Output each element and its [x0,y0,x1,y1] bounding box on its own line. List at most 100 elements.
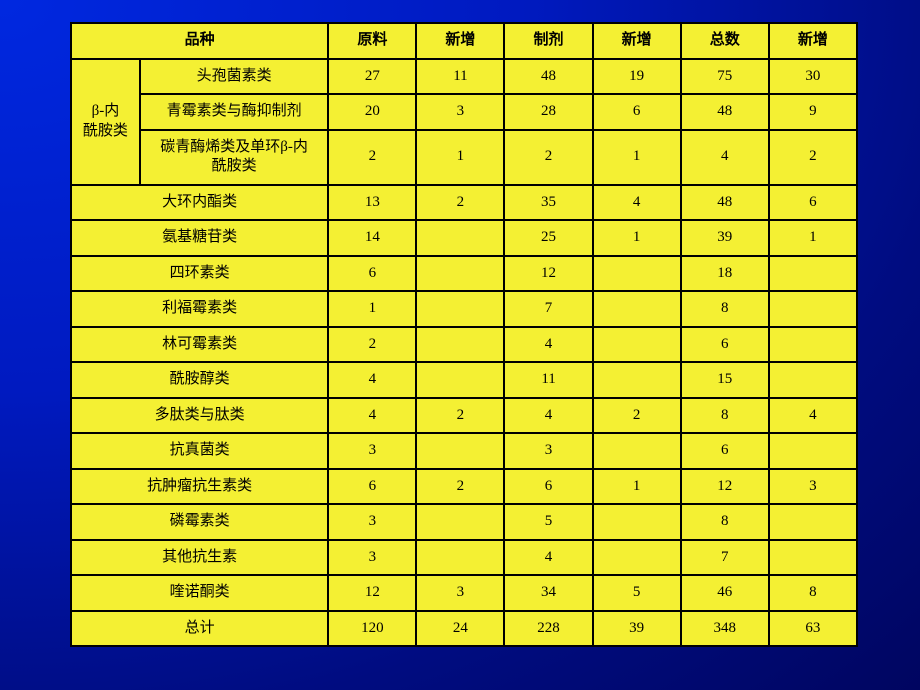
header-c3: 制剂 [504,23,592,59]
cell: 2 [416,398,504,434]
row-label: 总计 [71,611,328,647]
cell [593,540,681,576]
cell: 30 [769,59,857,95]
cell: 1 [593,130,681,185]
cell [593,256,681,292]
cell: 1 [328,291,416,327]
cell: 4 [681,130,769,185]
cell: 3 [504,433,592,469]
cell [416,220,504,256]
cell: 6 [504,469,592,505]
cell: 6 [328,256,416,292]
cell [416,362,504,398]
cell: 5 [504,504,592,540]
cell: 6 [769,185,857,221]
cell: 3 [416,94,504,130]
cell: 2 [593,398,681,434]
cell: 2 [328,327,416,363]
cell [593,291,681,327]
cell [769,291,857,327]
subgroup-label: 青霉素类与酶抑制剂 [140,94,328,130]
cell: 228 [504,611,592,647]
cell: 12 [328,575,416,611]
cell: 2 [504,130,592,185]
row-label: 氨基糖苷类 [71,220,328,256]
cell: 25 [504,220,592,256]
cell: 14 [328,220,416,256]
table-row: 抗肿瘤抗生素类6261123 [71,469,857,505]
cell: 12 [504,256,592,292]
subgroup-label: 头孢菌素类 [140,59,328,95]
cell: 2 [769,130,857,185]
cell [769,540,857,576]
table-row: 多肽类与肽类424284 [71,398,857,434]
table-row: 抗真菌类336 [71,433,857,469]
cell: 35 [504,185,592,221]
cell: 34 [504,575,592,611]
row-label: 四环素类 [71,256,328,292]
cell: 2 [416,185,504,221]
row-label: 酰胺醇类 [71,362,328,398]
cell: 3 [328,540,416,576]
table-row: 碳青酶烯类及单环β-内 酰胺类 2 1 2 1 4 2 [71,130,857,185]
cell: 15 [681,362,769,398]
cell: 9 [769,94,857,130]
cell [593,362,681,398]
cell: 6 [328,469,416,505]
cell: 6 [681,433,769,469]
table-row: 青霉素类与酶抑制剂 20 3 28 6 48 9 [71,94,857,130]
cell [416,433,504,469]
cell: 5 [593,575,681,611]
cell: 3 [328,433,416,469]
row-label: 多肽类与肽类 [71,398,328,434]
cell: 8 [681,504,769,540]
cell: 8 [769,575,857,611]
cell: 4 [593,185,681,221]
cell: 8 [681,398,769,434]
table-header-row: 品种 原料 新增 制剂 新增 总数 新增 [71,23,857,59]
cell: 6 [593,94,681,130]
cell: 1 [593,220,681,256]
cell: 7 [681,540,769,576]
cell: 46 [681,575,769,611]
cell: 3 [416,575,504,611]
cell: 39 [593,611,681,647]
cell [769,256,857,292]
table-row: 其他抗生素347 [71,540,857,576]
table-row: 利福霉素类178 [71,291,857,327]
cell: 12 [681,469,769,505]
row-label: 磷霉素类 [71,504,328,540]
cell [416,291,504,327]
cell: 6 [681,327,769,363]
cell [593,327,681,363]
cell: 39 [681,220,769,256]
table-row: 总计120242283934863 [71,611,857,647]
cell: 24 [416,611,504,647]
cell [416,327,504,363]
cell: 11 [416,59,504,95]
header-c5: 总数 [681,23,769,59]
group-label: β-内 酰胺类 [71,59,140,185]
cell [416,504,504,540]
cell: 2 [416,469,504,505]
cell: 1 [769,220,857,256]
cell: 48 [504,59,592,95]
cell: 27 [328,59,416,95]
table-row: 四环素类6 12 18 [71,256,857,292]
table-row: 酰胺醇类41115 [71,362,857,398]
cell: 8 [681,291,769,327]
slide-table-container: 品种 原料 新增 制剂 新增 总数 新增 β-内 酰胺类 头孢菌素类 27 11… [70,22,858,647]
cell: 4 [504,540,592,576]
cell: 3 [769,469,857,505]
cell: 1 [416,130,504,185]
header-c4: 新增 [593,23,681,59]
cell [593,433,681,469]
cell: 4 [504,327,592,363]
table-row: 喹诺酮类123345468 [71,575,857,611]
cell: 48 [681,185,769,221]
cell [593,504,681,540]
cell: 18 [681,256,769,292]
cell [769,362,857,398]
cell: 1 [593,469,681,505]
cell: 19 [593,59,681,95]
